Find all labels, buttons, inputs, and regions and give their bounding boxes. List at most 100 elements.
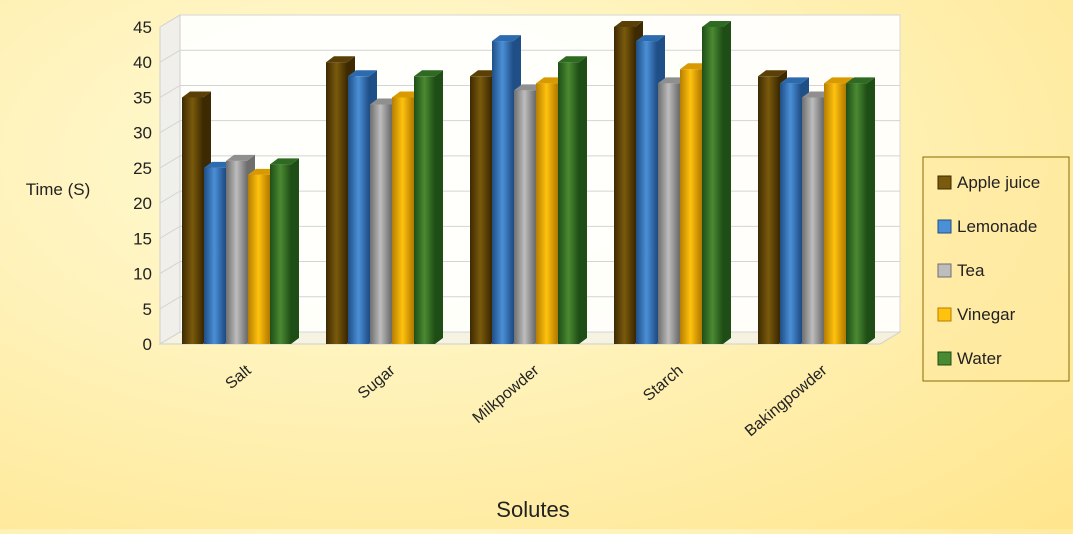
bar-side <box>867 77 875 344</box>
bar-top <box>470 70 499 77</box>
bar-top <box>758 70 787 77</box>
bar-front <box>702 27 723 344</box>
bar-front <box>846 83 867 344</box>
y-tick-label: 30 <box>133 124 152 143</box>
x-axis-label: Solutes <box>496 497 569 522</box>
legend-label: Water <box>957 349 1002 368</box>
bar-top <box>702 21 731 27</box>
bar-top <box>348 70 377 77</box>
bar-top <box>182 91 211 98</box>
y-tick-label: 10 <box>133 265 152 284</box>
bar-front <box>414 76 435 345</box>
legend-item: Vinegar <box>937 305 1016 324</box>
legend-label: Vinegar <box>957 305 1016 324</box>
bar-front <box>182 97 203 344</box>
bar <box>558 56 587 344</box>
bar-top <box>492 35 521 42</box>
bar-front <box>492 41 513 344</box>
bar-side <box>723 21 731 344</box>
legend-swatch <box>937 263 952 278</box>
bar-top <box>558 56 587 63</box>
bar-front <box>780 83 801 344</box>
bar-front <box>370 104 391 344</box>
legend-swatch <box>937 219 952 234</box>
y-tick-label: 5 <box>143 300 152 319</box>
bar-top <box>226 154 255 161</box>
x-tick-label: Salt <box>223 362 255 393</box>
legend-item: Lemonade <box>937 217 1037 236</box>
bar-top <box>392 91 421 98</box>
bars <box>182 21 875 345</box>
legend-item: Apple juice <box>937 173 1040 192</box>
legend-label: Tea <box>957 261 985 280</box>
side-wall <box>159 14 181 345</box>
bar-front <box>536 83 557 344</box>
x-axis-ticks: Salt Sugar Milkpowder Starch Bakingpowder <box>223 362 832 441</box>
bar <box>414 70 443 345</box>
bar <box>702 21 731 344</box>
bar-front <box>326 62 347 344</box>
y-tick-label: 25 <box>133 159 152 178</box>
y-tick-label: 35 <box>133 88 152 107</box>
y-tick-label: 15 <box>133 229 152 248</box>
bar-top <box>414 70 443 77</box>
legend-swatch <box>937 175 952 190</box>
bar-front <box>824 83 845 344</box>
legend-swatch <box>937 307 952 322</box>
bar-front <box>470 76 491 345</box>
x-tick-label: Bakingpowder <box>742 362 831 441</box>
bar-top <box>248 168 277 175</box>
bar-front <box>614 27 635 344</box>
bar-top <box>636 35 665 42</box>
bar-top <box>536 77 565 84</box>
bar-front <box>658 83 679 344</box>
bar-front <box>514 90 535 345</box>
bar-top <box>824 77 853 84</box>
y-tick-label: 20 <box>133 194 152 213</box>
bar-side <box>579 56 587 344</box>
bar-top <box>802 91 831 98</box>
bar-front <box>758 76 779 345</box>
bar-top <box>614 21 643 27</box>
y-tick-label: 45 <box>133 18 152 37</box>
y-axis-label: Time (S) <box>26 180 91 199</box>
bar-top <box>326 56 355 63</box>
y-axis-ticks: 0 5 10 15 20 25 30 35 40 45 <box>133 18 152 354</box>
x-tick-label: Milkpowder <box>470 362 543 427</box>
legend-swatch <box>937 351 952 366</box>
y-tick-label: 0 <box>143 335 152 354</box>
bar-front <box>248 174 269 344</box>
legend: Apple juice Lemonade Tea Vinegar Water <box>922 156 1070 382</box>
legend-label: Apple juice <box>957 173 1040 192</box>
bar <box>270 158 299 344</box>
grid-line <box>159 14 900 28</box>
x-tick-label: Starch <box>640 362 686 405</box>
legend-item: Water <box>937 349 1002 368</box>
legend-item: Tea <box>937 261 985 280</box>
bar-front <box>636 41 657 344</box>
bar-front <box>226 160 247 344</box>
bar-front <box>270 164 291 344</box>
bar-top <box>658 77 687 84</box>
bar-front <box>802 97 823 344</box>
bar-top <box>370 98 399 105</box>
bar-front <box>392 97 413 344</box>
bar-top <box>514 84 543 91</box>
x-tick-label: Sugar <box>355 362 399 403</box>
bar-front <box>348 76 369 345</box>
bar-side <box>435 70 443 345</box>
bar-top <box>680 63 709 70</box>
bar-front <box>680 69 701 345</box>
bar <box>846 77 875 344</box>
y-tick-label: 40 <box>133 53 152 72</box>
bar-side <box>291 158 299 344</box>
bar-top <box>270 158 299 165</box>
bar-top <box>846 77 875 84</box>
bar-front <box>558 62 579 344</box>
bar-front <box>204 167 225 344</box>
bar-top <box>780 77 809 84</box>
bar-top <box>204 161 233 168</box>
legend-label: Lemonade <box>957 217 1037 236</box>
